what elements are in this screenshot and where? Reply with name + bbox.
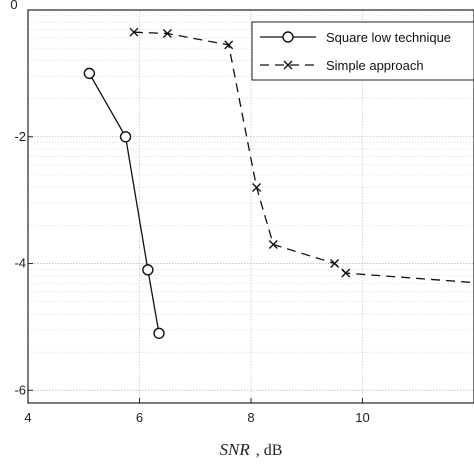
y-tick-label-top: 0 <box>10 0 17 12</box>
legend-label: Square low technique <box>326 30 451 45</box>
data-point-x-stroke <box>129 27 139 37</box>
legend-label: Simple approach <box>326 58 424 73</box>
legend-item: Simple approach <box>260 58 424 73</box>
x-axis-label-variable: SNR <box>220 440 251 459</box>
data-point-x <box>129 27 139 37</box>
legend: Square low technique Simple approach <box>251 21 474 81</box>
legend-item: Square low technique <box>260 30 451 45</box>
data-point-circle <box>142 264 154 276</box>
data-point-x-stroke <box>224 40 234 50</box>
x-tick-label: 10 <box>355 410 369 425</box>
data-point-x <box>268 240 278 250</box>
x-axis-label-unit: , dB <box>256 442 283 459</box>
series-1 <box>83 67 165 339</box>
data-point-x <box>224 40 234 50</box>
data-point-x <box>162 28 172 38</box>
data-point-x-stroke <box>330 259 340 269</box>
data-point-circle <box>153 327 165 339</box>
series-line <box>88 73 160 334</box>
data-point-x-stroke <box>341 268 351 278</box>
data-point-x <box>283 60 293 70</box>
x-tick-label: 6 <box>136 410 143 425</box>
data-point-x-stroke <box>268 240 278 250</box>
data-point-x-stroke <box>252 182 262 192</box>
data-point-circle <box>282 31 294 43</box>
data-point-x-stroke <box>283 60 293 70</box>
y-tick-label: -6 <box>14 382 26 397</box>
data-point-x <box>252 182 262 192</box>
x-tick-label: 8 <box>247 410 254 425</box>
ticks-layer: 4 6 8 10 -2 -4 -6 0 <box>10 0 369 425</box>
data-point-x-stroke <box>162 28 172 38</box>
data-point-circle <box>83 67 96 80</box>
data-point-x <box>330 259 340 269</box>
series-layer <box>83 27 474 339</box>
series-2 <box>129 27 474 284</box>
y-tick-label: -4 <box>14 256 26 271</box>
y-tick-label: -2 <box>14 129 26 144</box>
x-axis-label: SNR , dB <box>220 440 283 459</box>
data-point-circle <box>119 131 132 143</box>
x-tick-label: 4 <box>24 410 31 425</box>
data-point-x <box>341 268 351 278</box>
